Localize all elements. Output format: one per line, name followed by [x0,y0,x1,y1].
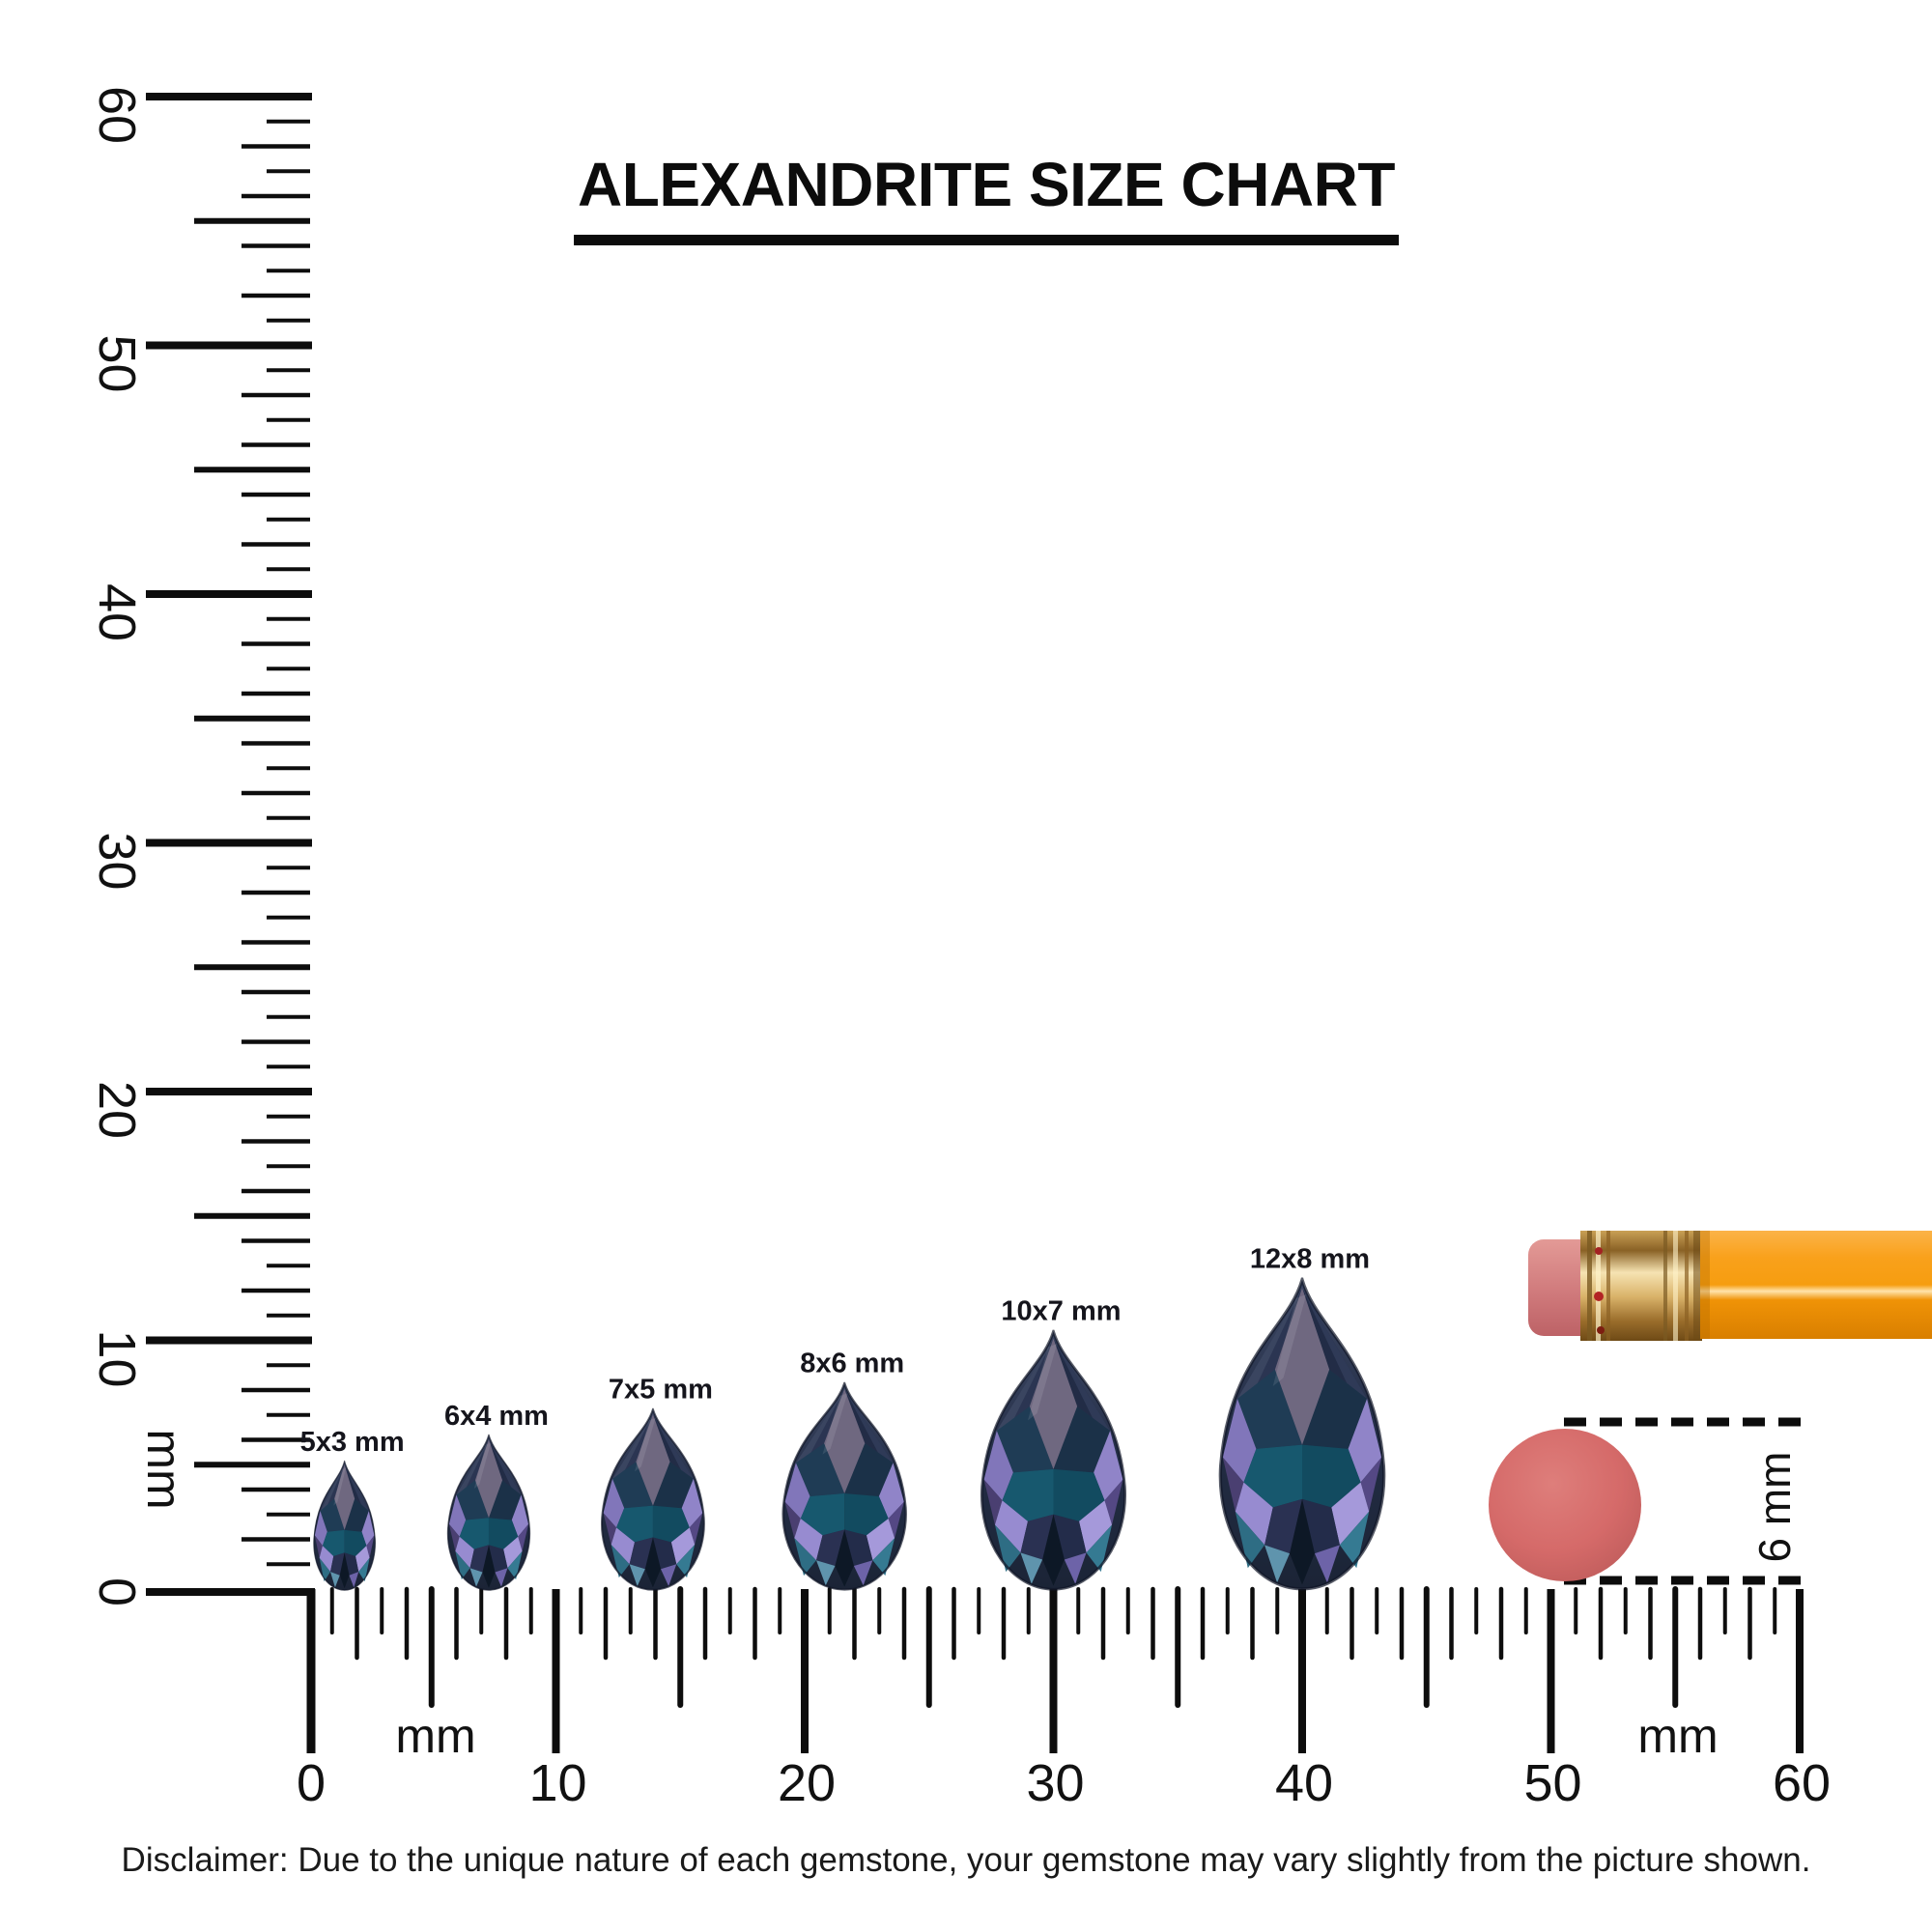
eraser-dot [1489,1429,1641,1581]
ruler-number: 40 [1275,1754,1333,1812]
gem-pear-shape [980,1330,1127,1591]
disclaimer-text: Disclaimer: Due to the unique nature of … [121,1841,1811,1879]
ruler-number: 20 [88,1081,146,1139]
gem-size-label: 6x4 mm [444,1401,549,1432]
pencil-body-shadow [1700,1231,1710,1339]
horizontal-ruler-unit-right: mm [1637,1709,1718,1763]
ferrule-crimp [1693,1231,1702,1341]
gem-image [1218,1278,1386,1591]
ferrule-crimp [1685,1231,1689,1341]
ruler-number: 60 [1773,1754,1831,1812]
ruler-number: 0 [297,1754,326,1812]
gem-row: 5x3 mm 6x4 mm 7x5 mm 8x6 mm 10x7 mm 12x8 mm [300,1244,1386,1591]
ruler-number: 30 [88,832,146,890]
dimension-label: 6 mm [1749,1452,1800,1563]
gem-image [313,1461,377,1591]
ferrule-rivet [1597,1326,1605,1334]
ruler-number: 10 [528,1754,586,1812]
ruler-number: 60 [88,86,146,144]
horizontal-ruler: 0 10 20 30 40 50 60 [297,1586,1831,1812]
gem-size-label: 8x6 mm [800,1349,904,1379]
vertical-ruler: 60 50 40 30 20 10 0 [88,86,315,1606]
ferrule-crimp [1673,1231,1678,1341]
vertical-ruler-unit: mm [137,1429,191,1509]
ruler-number: 40 [88,583,146,641]
pencil-illustration [1528,1231,1932,1341]
ruler-number: 30 [1026,1754,1084,1812]
eraser-dot-reference: 6 mm [1489,1417,1801,1585]
gem-image [600,1407,705,1591]
gem-pear-shape [600,1407,705,1591]
ruler-number: 20 [778,1754,836,1812]
ruler-number: 10 [88,1329,146,1387]
gem-pear-shape [1218,1278,1386,1591]
ruler-number: 0 [88,1577,146,1606]
gem-size-label: 12x8 mm [1250,1244,1370,1275]
ruler-number: 50 [88,334,146,392]
ferrule-crimp [1596,1231,1601,1341]
ferrule-rivet [1595,1247,1603,1255]
ruler-number: 50 [1523,1754,1581,1812]
gem-size-label: 7x5 mm [609,1375,713,1406]
gem-size-label: 10x7 mm [1001,1296,1121,1327]
gem-image [446,1435,531,1591]
gem-size-label: 5x3 mm [300,1427,405,1458]
page-title: ALEXANDRITE SIZE CHART [574,149,1399,245]
horizontal-ruler-unit-left: mm [395,1709,475,1763]
gem-pear-shape [781,1381,907,1591]
gem-pear-shape [313,1461,377,1591]
ferrule-crimp [1587,1231,1592,1341]
gem-pear-shape [446,1435,531,1591]
gem-image [980,1330,1127,1591]
gem-image [781,1381,907,1591]
ferrule-crimp [1663,1231,1667,1341]
ferrule-crimp [1606,1231,1610,1341]
ferrule-rivet [1594,1292,1604,1301]
pencil-body [1700,1231,1932,1339]
